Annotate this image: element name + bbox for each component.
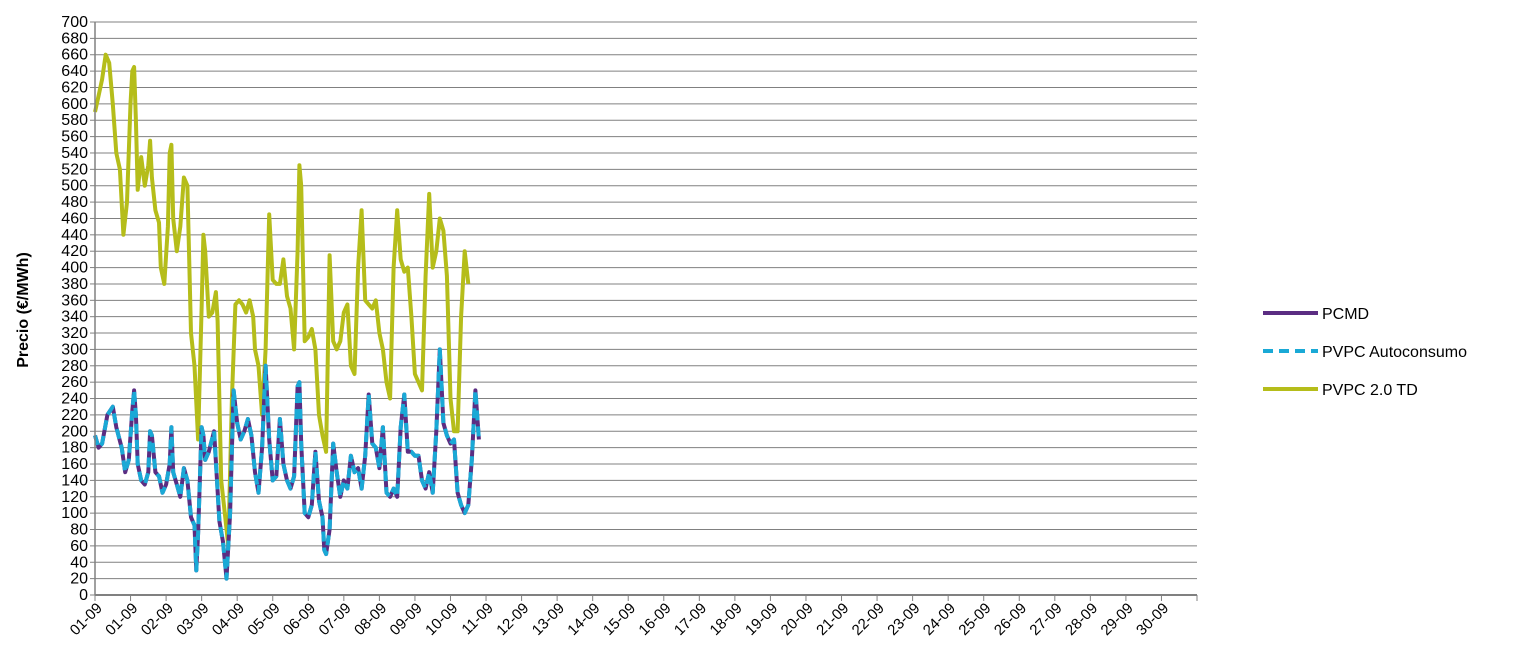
legend-label-pvpc-autoconsumo: PVPC Autoconsumo: [1322, 344, 1467, 361]
y-tick-label: 480: [61, 194, 88, 211]
y-tick-label: 400: [61, 260, 88, 277]
y-tick-label: 440: [61, 227, 88, 244]
x-tick-label: 19-09: [742, 600, 781, 639]
series-line-pvpc-autoconsumo: [93, 347, 481, 581]
x-tick-label: 15-09: [600, 600, 639, 639]
x-tick-label: 18-09: [707, 600, 746, 639]
y-tick-label: 620: [61, 79, 88, 96]
y-tick-label: 560: [61, 129, 88, 146]
y-tick-label: 540: [61, 145, 88, 162]
y-tick-label: 200: [61, 423, 88, 440]
y-tick-label: 220: [61, 407, 88, 424]
series-line-pvpc-2-0-td: [93, 52, 471, 548]
legend-label-pcmd: PCMD: [1322, 306, 1369, 323]
x-tick-label: 30-09: [1133, 600, 1172, 639]
y-tick-label: 240: [61, 391, 88, 408]
y-tick-label: 0: [79, 587, 88, 604]
x-tick-label: 17-09: [671, 600, 710, 639]
x-tick-label: 23-09: [884, 600, 923, 639]
x-tick-label: 27-09: [1026, 600, 1065, 639]
x-tick-label: 09-09: [387, 600, 426, 639]
x-tick-label: 16-09: [635, 600, 674, 639]
y-axis-label: Precio (€/MWh): [15, 252, 32, 368]
y-tick-label: 680: [61, 30, 88, 47]
x-tick-label: 02-09: [138, 600, 177, 639]
x-tick-label: 01-09: [67, 600, 106, 639]
legend-item-pvpc-autoconsumo: PVPC Autoconsumo: [1263, 344, 1467, 361]
y-tick-label: 520: [61, 161, 88, 178]
legend-item-pvpc-20td: PVPC 2.0 TD: [1263, 382, 1418, 399]
x-tick-label: 08-09: [351, 600, 390, 639]
x-tick-label: 04-09: [209, 600, 248, 639]
y-tick-label: 460: [61, 210, 88, 227]
y-tick-label: 40: [70, 554, 88, 571]
y-tick-label: 260: [61, 374, 88, 391]
y-tick-label: 580: [61, 112, 88, 129]
x-tick-label: 26-09: [991, 600, 1030, 639]
y-tick-label: 700: [61, 14, 88, 31]
x-tick-label: 28-09: [1062, 600, 1101, 639]
x-tick-label: 25-09: [955, 600, 994, 639]
y-tick-label: 660: [61, 47, 88, 64]
x-tick-label: 05-09: [244, 600, 283, 639]
x-tick-label: 14-09: [564, 600, 603, 639]
y-tick-label: 80: [70, 522, 88, 539]
y-tick-label: 360: [61, 292, 88, 309]
y-tick-label: 140: [61, 472, 88, 489]
y-tick-label: 20: [70, 571, 88, 588]
x-tick-label: 01-09: [102, 600, 141, 639]
x-tick-label: 11-09: [458, 600, 496, 638]
y-tick-label: 640: [61, 63, 88, 80]
x-tick-label: 06-09: [280, 600, 319, 639]
x-axis-ticks: 01-0901-0902-0903-0904-0905-0906-0907-09…: [67, 595, 1198, 639]
x-tick-label: 10-09: [422, 600, 461, 639]
y-tick-label: 300: [61, 341, 88, 358]
y-tick-label: 340: [61, 309, 88, 326]
y-tick-label: 120: [61, 489, 88, 506]
x-tick-label: 03-09: [173, 600, 212, 639]
y-axis-ticks: 0204060801001201401601802002202402602803…: [61, 14, 95, 604]
legend-item-pcmd: PCMD: [1263, 306, 1369, 323]
x-tick-label: 22-09: [849, 600, 888, 639]
x-tick-label: 21-09: [813, 600, 852, 639]
y-tick-label: 380: [61, 276, 88, 293]
y-tick-label: 60: [70, 538, 88, 555]
y-tick-label: 320: [61, 325, 88, 342]
grid: [95, 21, 1197, 580]
y-tick-label: 500: [61, 178, 88, 195]
y-tick-label: 420: [61, 243, 88, 260]
legend-label-pvpc-20td: PVPC 2.0 TD: [1322, 382, 1418, 399]
x-tick-label: 12-09: [493, 600, 532, 639]
legend: PCMD PVPC Autoconsumo PVPC 2.0 TD: [1263, 306, 1467, 399]
y-tick-label: 100: [61, 505, 88, 522]
y-tick-label: 600: [61, 96, 88, 113]
x-tick-label: 13-09: [529, 600, 568, 639]
x-tick-label: 24-09: [920, 600, 959, 639]
x-tick-label: 20-09: [778, 600, 817, 639]
y-tick-label: 280: [61, 358, 88, 375]
y-tick-label: 180: [61, 440, 88, 457]
series-lines: [93, 52, 481, 581]
x-tick-label: 29-09: [1098, 600, 1137, 639]
y-tick-label: 160: [61, 456, 88, 473]
x-tick-label: 07-09: [316, 600, 355, 639]
